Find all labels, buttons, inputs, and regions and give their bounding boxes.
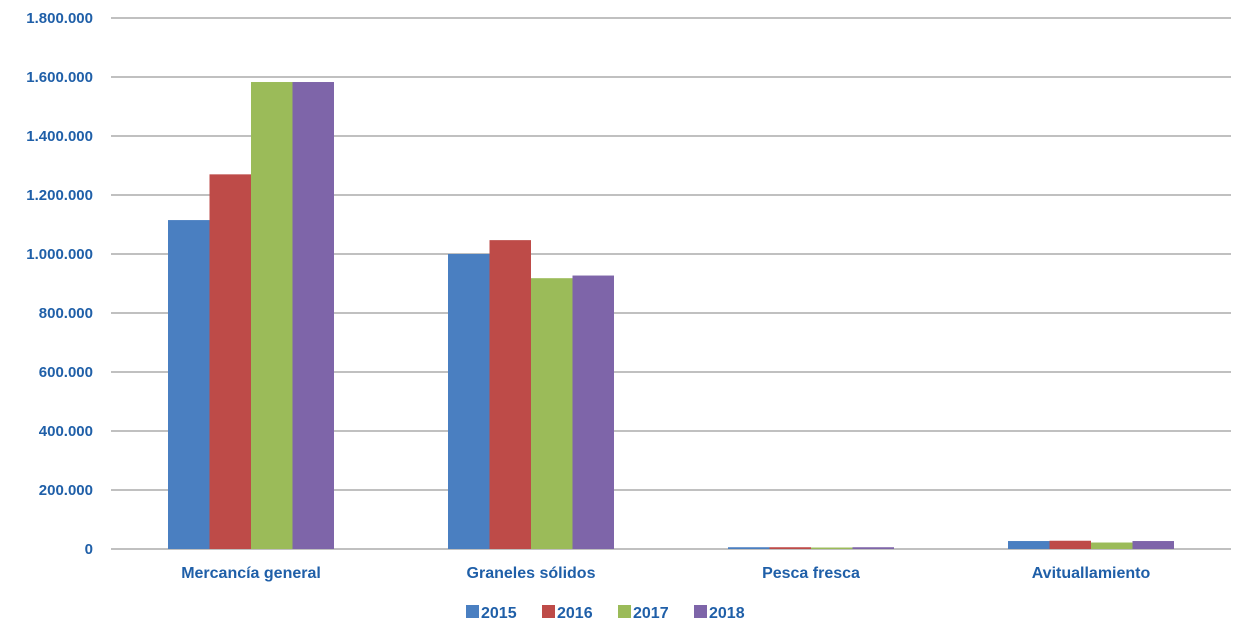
y-axis-tick-labels: 0 200.000 400.000 600.000 800.000 1.000.000 1.…: [26, 10, 93, 558]
bar-2018: [572, 275, 614, 549]
bar-2018: [852, 547, 894, 549]
bar-2015: [168, 220, 210, 549]
bar-2017: [1091, 542, 1133, 549]
bar-2016: [209, 174, 251, 549]
bar-2015: [728, 547, 770, 549]
x-category-label: Graneles sólidos: [467, 565, 596, 582]
y-tick-label: 0: [85, 541, 93, 558]
legend-swatch-2018: [694, 605, 707, 618]
bar-2018: [1132, 541, 1174, 549]
y-tick-label: 1.200.000: [26, 187, 93, 204]
bar-2015: [448, 254, 490, 549]
y-tick-label: 400.000: [39, 423, 93, 440]
bars: [168, 82, 1174, 549]
legend-swatch-2017: [618, 605, 631, 618]
y-tick-label: 1.800.000: [26, 10, 93, 27]
y-tick-label: 1.000.000: [26, 246, 93, 263]
legend: 2015 2016 2017 2018: [466, 605, 745, 622]
legend-label-2015: 2015: [481, 605, 517, 622]
x-axis-category-labels: Mercancía general Graneles sólidos Pesca f…: [181, 565, 1150, 582]
bar-2017: [251, 82, 293, 549]
legend-label-2018: 2018: [709, 605, 745, 622]
bar-2018: [292, 82, 334, 549]
legend-label-2017: 2017: [633, 605, 669, 622]
x-category-label: Avituallamiento: [1032, 565, 1151, 582]
legend-swatch-2015: [466, 605, 479, 618]
y-tick-label: 200.000: [39, 482, 93, 499]
y-tick-label: 1.400.000: [26, 128, 93, 145]
y-tick-label: 1.600.000: [26, 69, 93, 86]
bar-2017: [811, 547, 853, 549]
legend-swatch-2016: [542, 605, 555, 618]
x-category-label: Pesca fresca: [762, 565, 860, 582]
bar-2015: [1008, 541, 1050, 549]
y-tick-label: 800.000: [39, 305, 93, 322]
legend-label-2016: 2016: [557, 605, 593, 622]
y-tick-label: 600.000: [39, 364, 93, 381]
bar-2016: [1049, 540, 1091, 549]
x-category-label: Mercancía general: [181, 565, 321, 582]
bar-2016: [769, 547, 811, 549]
bar-2017: [531, 278, 573, 549]
bar-2016: [489, 240, 531, 549]
